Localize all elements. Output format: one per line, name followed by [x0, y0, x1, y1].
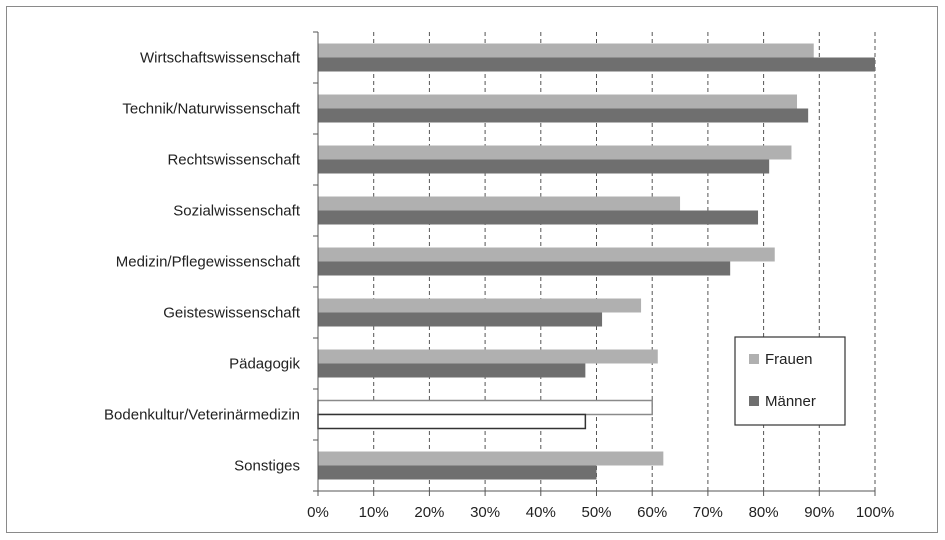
- category-label: Bodenkultur/Veterinärmedizin: [104, 407, 300, 424]
- x-tick-label: 100%: [856, 504, 894, 521]
- x-tick-label: 50%: [581, 504, 611, 521]
- category-labels: Wirtschaftswissenschaft Technik/Naturwiss…: [104, 50, 301, 475]
- bar-maenner: [318, 465, 597, 480]
- bar-maenner: [318, 261, 731, 276]
- legend-label-frauen: Frauen: [765, 351, 813, 368]
- x-tick-label: 40%: [526, 504, 556, 521]
- legend-box: [734, 336, 846, 426]
- bar-maenner: [318, 159, 770, 174]
- x-tick-label: 90%: [804, 504, 834, 521]
- bar-frauen: [318, 451, 664, 466]
- x-tick-label: 0%: [307, 504, 329, 521]
- bar-frauen: [318, 145, 792, 160]
- legend-swatch-maenner: [749, 396, 759, 406]
- bar-maenner: [318, 210, 759, 225]
- bar-maenner: [318, 57, 875, 72]
- legend-swatch-frauen: [749, 354, 759, 364]
- bar-frauen: [318, 247, 775, 262]
- x-tick-label: 80%: [749, 504, 779, 521]
- bar-frauen: [318, 43, 814, 58]
- category-label: Sozialwissenschaft: [173, 203, 301, 220]
- category-label: Wirtschaftswissenschaft: [140, 50, 301, 67]
- bar-frauen: [318, 196, 681, 211]
- axes: [313, 31, 876, 496]
- bar-frauen: [317, 399, 653, 416]
- category-label: Pädagogik: [229, 356, 300, 373]
- bar-maenner: [317, 413, 587, 430]
- category-label: Sonstiges: [234, 458, 300, 475]
- legend: Frauen Männer: [734, 336, 846, 426]
- category-label: Rechtswissenschaft: [167, 152, 300, 169]
- bar-frauen: [318, 298, 642, 313]
- bar-frauen: [318, 349, 658, 364]
- x-tick-label: 30%: [470, 504, 500, 521]
- bar-frauen: [318, 94, 798, 109]
- bars: [317, 43, 875, 480]
- bar-maenner: [318, 312, 603, 327]
- category-label: Medizin/Pflegewissenschaft: [116, 254, 301, 271]
- bar-maenner: [318, 363, 586, 378]
- tick-labels: 0% 10% 20% 30% 40% 50% 60% 70% 80% 90% 100%: [307, 504, 894, 521]
- x-tick-label: 10%: [359, 504, 389, 521]
- x-tick-label: 60%: [637, 504, 667, 521]
- x-tick-label: 70%: [693, 504, 723, 521]
- bar-maenner: [318, 108, 809, 123]
- category-label: Technik/Naturwissenschaft: [122, 101, 300, 118]
- category-label: Geisteswissenschaft: [163, 305, 301, 322]
- x-tick-label: 20%: [414, 504, 444, 521]
- legend-label-maenner: Männer: [765, 393, 816, 410]
